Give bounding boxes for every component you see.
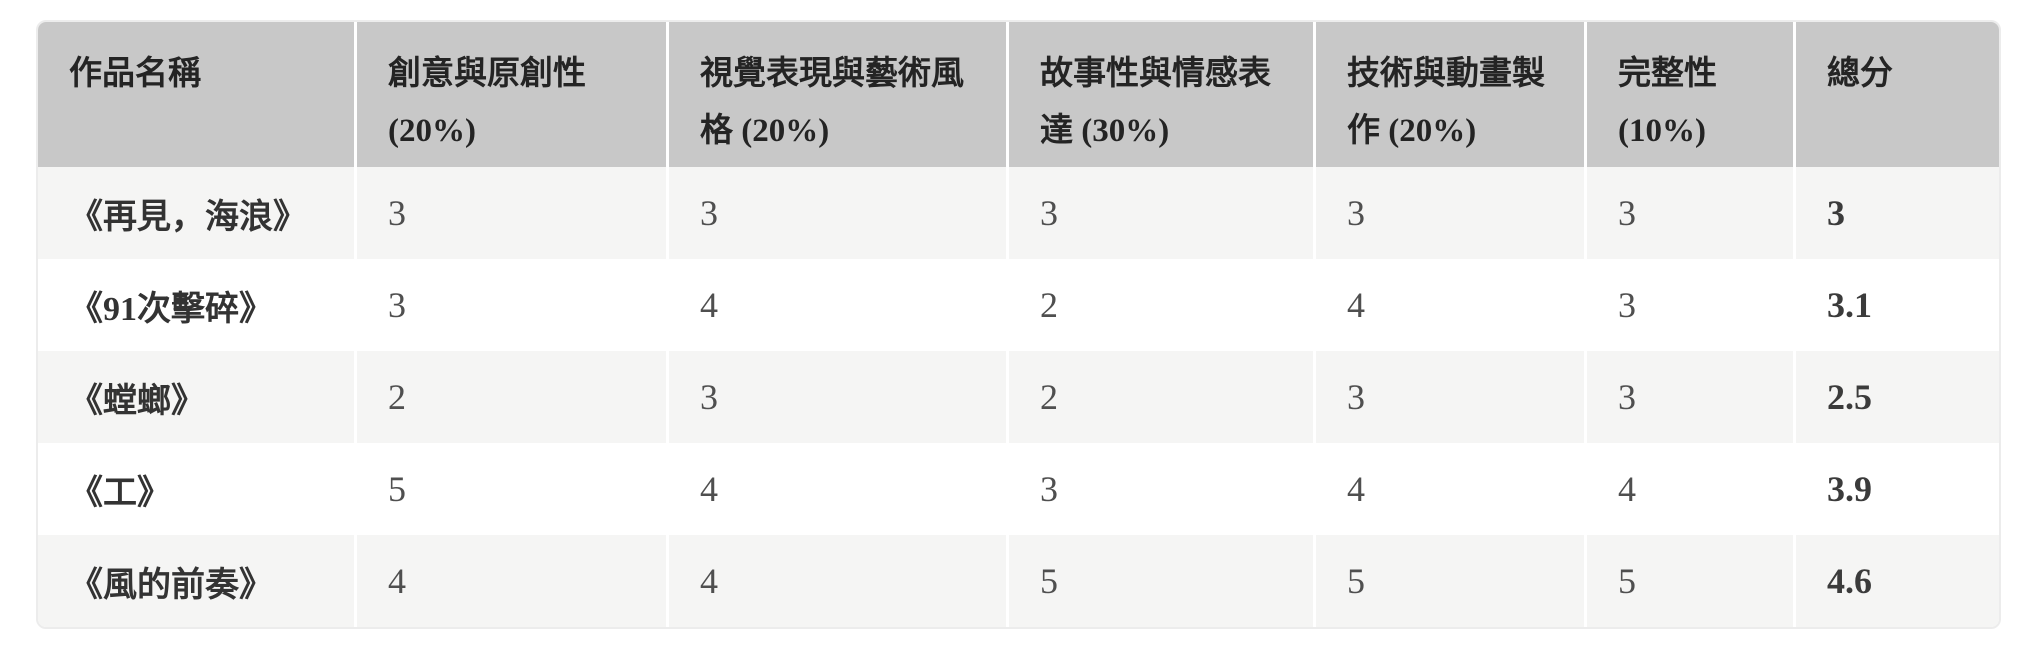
score-cell: 2: [1006, 259, 1313, 351]
score-cell: 4: [354, 535, 666, 627]
score-cell: 3: [1006, 443, 1313, 535]
score-table: 作品名稱 創意與原創性 (20%) 視覺表現與藝術風格 (20%) 故事性與情感…: [38, 22, 1999, 627]
total-score-cell: 3.1: [1793, 259, 1999, 351]
score-cell: 3: [1313, 167, 1584, 259]
header-col-total: 總分: [1793, 22, 1999, 167]
table-row: 《91次擊碎》 3 4 2 4 3 3.1: [38, 259, 1999, 351]
score-cell: 3: [354, 259, 666, 351]
total-score-cell: 2.5: [1793, 351, 1999, 443]
score-cell: 4: [666, 535, 1006, 627]
score-cell: 4: [666, 259, 1006, 351]
table-row: 《螳螂》 2 3 2 3 3 2.5: [38, 351, 1999, 443]
score-cell: 3: [666, 351, 1006, 443]
score-cell: 3: [354, 167, 666, 259]
work-name-cell: 《風的前奏》: [38, 535, 354, 627]
score-cell: 4: [666, 443, 1006, 535]
header-row: 作品名稱 創意與原創性 (20%) 視覺表現與藝術風格 (20%) 故事性與情感…: [38, 22, 1999, 167]
header-col-completeness: 完整性 (10%): [1584, 22, 1793, 167]
score-cell: 5: [1313, 535, 1584, 627]
score-cell: 3: [666, 167, 1006, 259]
score-cell: 4: [1313, 259, 1584, 351]
score-cell: 3: [1584, 259, 1793, 351]
work-name-cell: 《螳螂》: [38, 351, 354, 443]
work-name-cell: 《工》: [38, 443, 354, 535]
score-cell: 5: [1006, 535, 1313, 627]
score-table-container: 作品名稱 創意與原創性 (20%) 視覺表現與藝術風格 (20%) 故事性與情感…: [36, 20, 2001, 629]
header-col-story-emotion: 故事性與情感表達 (30%): [1006, 22, 1313, 167]
score-cell: 3: [1584, 351, 1793, 443]
header-col-creativity: 創意與原創性 (20%): [354, 22, 666, 167]
table-row: 《再見，海浪》 3 3 3 3 3 3: [38, 167, 1999, 259]
total-score-cell: 3: [1793, 167, 1999, 259]
score-cell: 3: [1006, 167, 1313, 259]
score-cell: 3: [1313, 351, 1584, 443]
score-cell: 2: [354, 351, 666, 443]
table-row: 《風的前奏》 4 4 5 5 5 4.6: [38, 535, 1999, 627]
header-col-visual-style: 視覺表現與藝術風格 (20%): [666, 22, 1006, 167]
table-row: 《工》 5 4 3 4 4 3.9: [38, 443, 1999, 535]
total-score-cell: 3.9: [1793, 443, 1999, 535]
work-name-cell: 《再見，海浪》: [38, 167, 354, 259]
total-score-cell: 4.6: [1793, 535, 1999, 627]
score-cell: 4: [1313, 443, 1584, 535]
work-name-cell: 《91次擊碎》: [38, 259, 354, 351]
header-col-work-name: 作品名稱: [38, 22, 354, 167]
score-cell: 5: [354, 443, 666, 535]
score-cell: 2: [1006, 351, 1313, 443]
score-cell: 4: [1584, 443, 1793, 535]
score-cell: 5: [1584, 535, 1793, 627]
header-col-technique: 技術與動畫製作 (20%): [1313, 22, 1584, 167]
score-cell: 3: [1584, 167, 1793, 259]
